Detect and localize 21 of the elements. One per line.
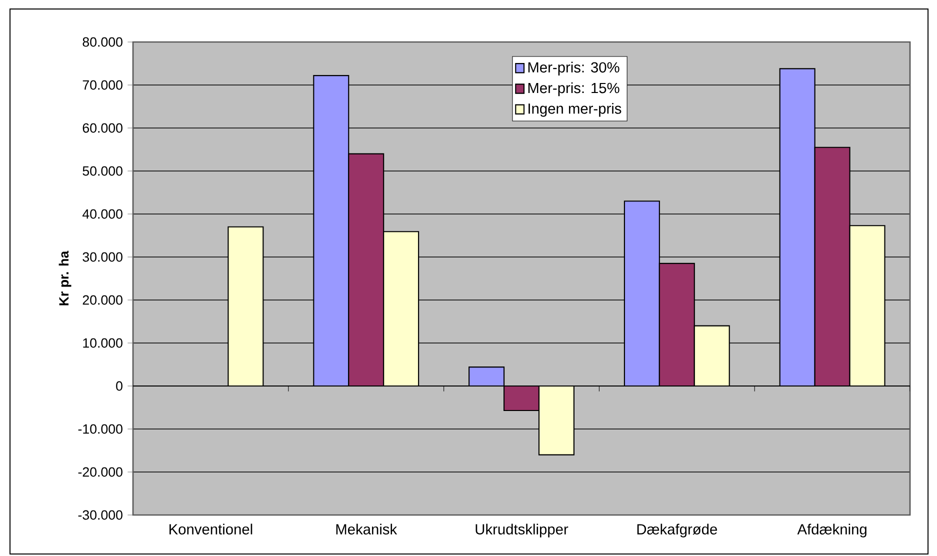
- x-tick-label: Konventionel: [170, 524, 252, 534]
- y-tick-label: 80.000: [82, 37, 122, 47]
- x-tick-label: Dækafgrøde: [637, 524, 718, 538]
- y-tick-label: 70.000: [82, 80, 122, 90]
- y-tick-label: 50.000: [82, 166, 122, 176]
- y-tick-label: 0: [116, 381, 122, 391]
- legend-label: Mer-pris: 30%: [528, 62, 620, 76]
- y-tick-label: 40.000: [82, 209, 122, 219]
- y-tick-label: -20.000: [78, 467, 122, 477]
- y-tick-label: 30.000: [82, 252, 122, 262]
- x-tick-label: Afdækning: [797, 524, 866, 538]
- y-tick-label: -30.000: [78, 510, 122, 520]
- y-axis-title: Kr pr. ha: [58, 250, 72, 306]
- y-tick-label: -10.000: [78, 424, 122, 434]
- y-tick-label: 60.000: [82, 123, 122, 133]
- x-tick-label: Ukrudtsklipper: [476, 524, 568, 538]
- legend-label: Ingen mer-pris: [528, 103, 622, 117]
- y-tick-label: 10.000: [83, 338, 122, 348]
- y-tick-label: 20.000: [82, 295, 122, 305]
- x-tick-label: Mekanisk: [336, 524, 398, 534]
- legend-label: Mer-pris: 15%: [528, 82, 620, 96]
